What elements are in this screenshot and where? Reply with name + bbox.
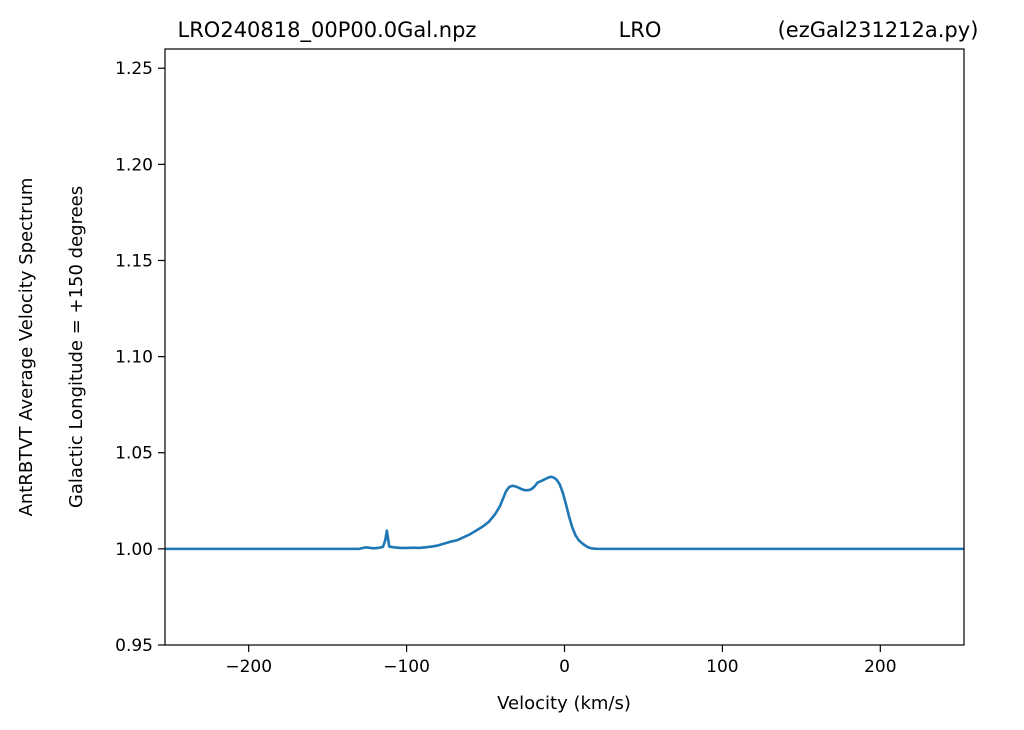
- x-axis-ticks: −200 −100 0 100 200: [225, 645, 897, 677]
- header-station: LRO: [619, 18, 662, 42]
- y-tick-label: 1.10: [115, 348, 153, 368]
- x-axis-label: Velocity (km/s): [497, 693, 631, 714]
- y-tick-label: 1.25: [115, 59, 153, 79]
- y-axis-label-inner: Galactic Longitude = +150 degrees: [66, 186, 87, 508]
- x-tick-label: −200: [225, 657, 272, 677]
- x-tick-label: −100: [383, 657, 430, 677]
- y-axis-label-outer: AntRBTVT Average Velocity Spectrum: [16, 178, 37, 517]
- y-tick-label: 1.00: [115, 540, 153, 560]
- plot-frame: [164, 48, 965, 646]
- x-tick-label: 0: [559, 657, 570, 677]
- y-tick-label: 1.15: [115, 251, 153, 271]
- x-tick-label: 100: [706, 657, 738, 677]
- y-tick-label: 1.20: [115, 155, 153, 175]
- header-filename: LRO240818_00P00.0Gal.npz: [178, 18, 477, 43]
- header-program: (ezGal231212a.py): [778, 18, 979, 42]
- x-tick-label: 200: [864, 657, 896, 677]
- series-line: [165, 475, 964, 551]
- y-tick-label: 1.05: [115, 444, 153, 464]
- y-tick-label: 0.95: [115, 636, 153, 656]
- y-axis-ticks: 0.95 1.00 1.05 1.10 1.15 1.20 1.25: [115, 59, 165, 656]
